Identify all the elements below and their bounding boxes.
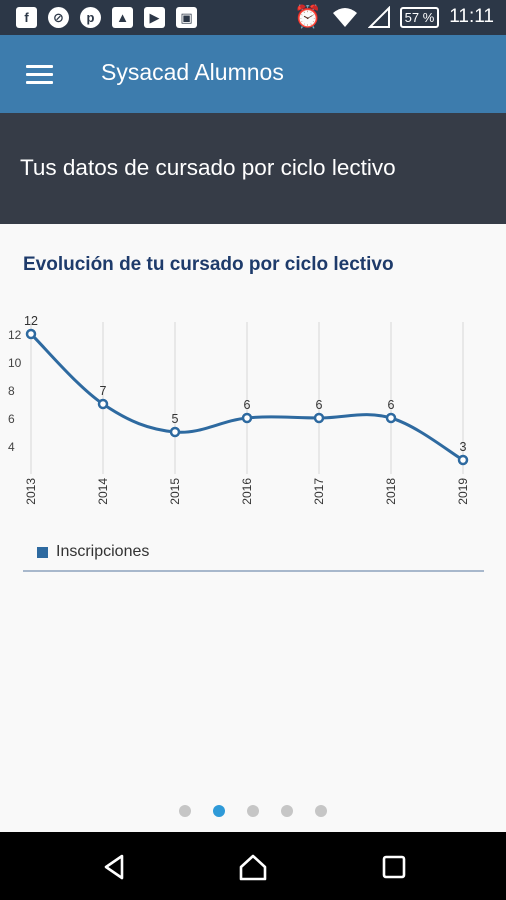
page-dot[interactable] [315, 805, 327, 817]
app-bar: Sysacad Alumnos [0, 35, 506, 113]
data-label-2015: 5 [172, 412, 179, 426]
data-point-2016 [241, 412, 253, 424]
data-label-2019: 3 [460, 440, 467, 454]
wifi-icon [332, 8, 357, 27]
data-point-2014 [97, 398, 109, 410]
data-point-2015 [169, 426, 181, 438]
x-tick-label-2013: 2013 [24, 478, 38, 505]
page-dot[interactable] [179, 805, 191, 817]
chart-title: Evolución de tu cursado por ciclo lectiv… [23, 254, 394, 275]
legend-divider [23, 570, 484, 572]
y-tick-label: 6 [8, 412, 15, 426]
chart-card: Evolución de tu cursado por ciclo lectiv… [0, 224, 506, 832]
x-tick-label-2019: 2019 [456, 478, 470, 505]
status-bar: f ⊘ p ▲ ▶ ▣ ⏰ 57 % 11:11 [0, 0, 506, 35]
youtube-icon: ▶ [144, 7, 165, 28]
data-label-2014: 7 [100, 384, 107, 398]
x-tick-label-2017: 2017 [312, 478, 326, 505]
save-icon: ▣ [176, 7, 197, 28]
pinterest-icon: p [80, 7, 101, 28]
battery-indicator: 57 % [399, 6, 440, 28]
data-point-2018 [385, 412, 397, 424]
page-dot[interactable] [281, 805, 293, 817]
data-label-2018: 6 [388, 398, 395, 412]
page-dot[interactable] [247, 805, 259, 817]
section-header: Tus datos de cursado por ciclo lectivo [0, 113, 506, 224]
data-label-2013: 12 [24, 314, 38, 328]
recent-apps-icon[interactable] [379, 852, 409, 882]
facebook-icon: f [16, 7, 37, 28]
x-tick-label-2014: 2014 [96, 478, 110, 505]
data-point-2017 [313, 412, 325, 424]
hamburger-menu-icon[interactable] [26, 65, 53, 85]
x-tick-label-2018: 2018 [384, 478, 398, 505]
image-icon: ▲ [112, 7, 133, 28]
notification-icons: f ⊘ p ▲ ▶ ▣ [16, 7, 197, 28]
y-tick-label: 12 [8, 328, 22, 342]
legend-swatch [37, 546, 48, 558]
blocked-app-icon: ⊘ [48, 7, 69, 28]
data-point-2013 [25, 328, 37, 340]
y-tick-label: 8 [8, 384, 15, 398]
data-point-2019 [457, 454, 469, 466]
data-label-2016: 6 [244, 398, 251, 412]
navigation-bar [0, 832, 506, 900]
y-tick-label: 4 [8, 440, 15, 454]
alarm-icon: ⏰ [294, 4, 322, 29]
status-time: 11:11 [449, 6, 494, 27]
signal-icon [367, 6, 390, 28]
data-label-2017: 6 [316, 398, 323, 412]
home-icon[interactable] [238, 852, 268, 882]
back-icon[interactable] [100, 852, 130, 882]
y-tick-label: 10 [8, 356, 22, 370]
legend-label: Inscripciones [56, 543, 150, 560]
app-title: Sysacad Alumnos [101, 59, 284, 85]
system-icons: ⏰ 57 % 11:11 [294, 5, 494, 29]
line-chart: 4 6 8 10 12 2013 2014 2015 2016 2017 2018 2019 12 7 5 6… [8, 314, 470, 505]
chart-legend[interactable]: Inscripciones [37, 543, 149, 561]
page-indicator [0, 805, 506, 817]
page-dot[interactable] [213, 805, 225, 817]
x-tick-label-2015: 2015 [168, 478, 182, 505]
section-title: Tus datos de cursado por ciclo lectivo [20, 155, 396, 180]
x-tick-label-2016: 2016 [240, 478, 254, 505]
